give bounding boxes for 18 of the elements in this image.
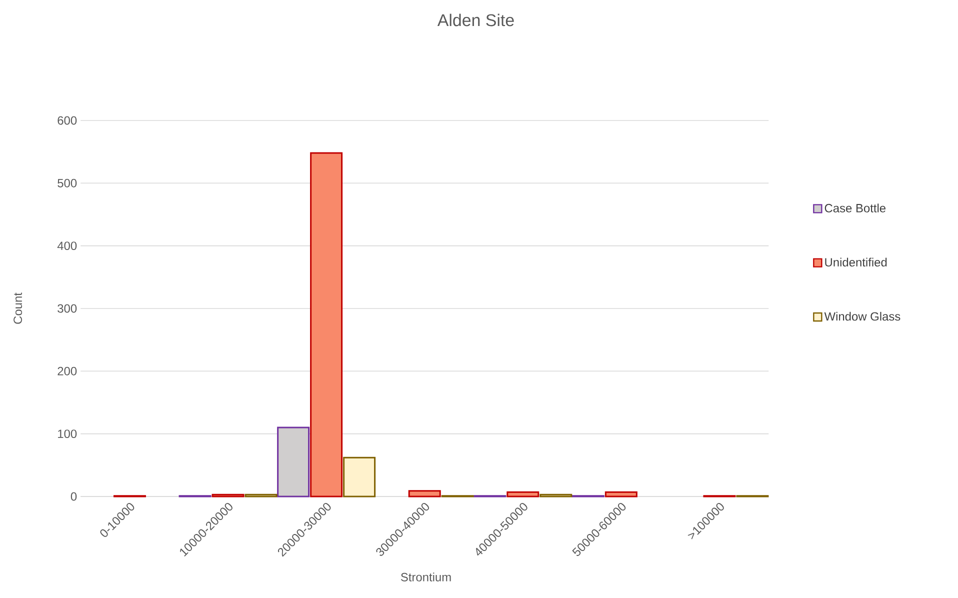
y-tick-label: 0 bbox=[70, 492, 77, 501]
legend-label: Unidentified bbox=[825, 258, 887, 267]
chart-title: Alden Site bbox=[437, 14, 514, 26]
y-tick-label: 100 bbox=[58, 430, 77, 438]
bar bbox=[506, 491, 540, 498]
bar bbox=[343, 456, 376, 498]
y-axis-title: Count bbox=[14, 292, 22, 324]
y-tick-label: 200 bbox=[58, 366, 77, 376]
y-tick-label: 300 bbox=[58, 304, 77, 313]
bar bbox=[310, 152, 343, 498]
bar bbox=[604, 491, 638, 498]
legend-label: Case Bottle bbox=[824, 204, 886, 212]
legend-label: Window Glass bbox=[824, 312, 900, 321]
y-tick-label: 600 bbox=[58, 116, 77, 125]
bar bbox=[408, 490, 441, 498]
x-axis-title: Strontium bbox=[400, 572, 451, 582]
y-tick-label: 400 bbox=[57, 242, 77, 250]
y-tick-label: 500 bbox=[58, 178, 77, 188]
